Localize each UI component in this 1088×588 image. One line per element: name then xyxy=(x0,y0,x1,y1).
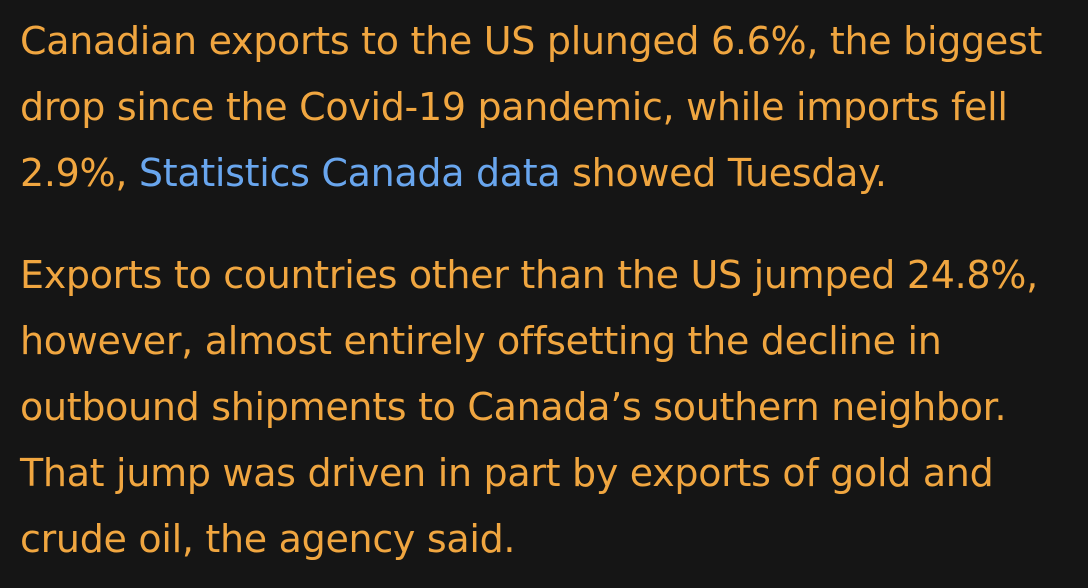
paragraph-1-line-3: 2.9%, Statistics Canada data showed Tues… xyxy=(20,140,1068,206)
paragraph-1-line-1: Canadian exports to the US plunged 6.6%,… xyxy=(20,19,1043,63)
text-after-link: showed Tuesday. xyxy=(560,151,887,195)
paragraph-2-line-2: however, almost entirely offsetting the … xyxy=(20,319,942,363)
paragraph-1: Canadian exports to the US plunged 6.6%,… xyxy=(20,8,1068,206)
paragraph-2-line-3: outbound shipments to Canada’s southern … xyxy=(20,385,1007,429)
paragraph-2-line-1: Exports to countries other than the US j… xyxy=(20,253,1038,297)
text-before-link: 2.9%, xyxy=(20,151,139,195)
statistics-canada-data-link[interactable]: Statistics Canada data xyxy=(138,151,561,195)
paragraph-2: Exports to countries other than the US j… xyxy=(20,242,1068,572)
paragraph-2-line-5: crude oil, the agency said. xyxy=(20,517,516,561)
paragraph-1-line-2: drop since the Covid-19 pandemic, while … xyxy=(20,85,1008,129)
paragraph-2-line-4: That jump was driven in part by exports … xyxy=(20,451,994,495)
